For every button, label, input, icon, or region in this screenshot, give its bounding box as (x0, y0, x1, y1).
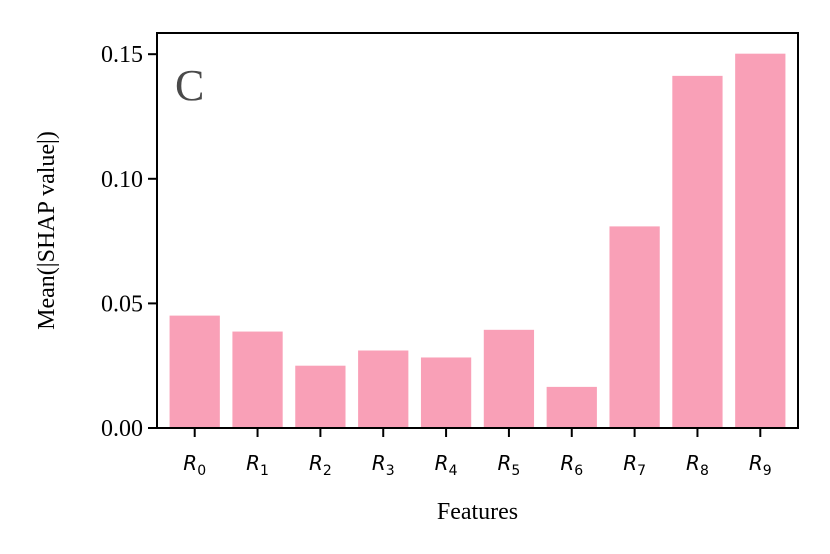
y-tick-label: 0.15 (101, 42, 143, 68)
x-tick-label-R5: R5 (498, 451, 521, 479)
bar-R7 (609, 226, 660, 428)
y-tick-label: 0.10 (101, 167, 143, 193)
y-tick-label: 0.05 (101, 291, 143, 317)
bar-R1 (232, 331, 283, 428)
bar-R5 (483, 329, 535, 428)
bar-R8 (672, 75, 723, 429)
x-tick-label-R8: R8 (686, 451, 709, 479)
bar-R9 (735, 53, 786, 429)
x-tick-label-R7: R7 (623, 451, 646, 479)
x-tick-label-R2: R2 (309, 451, 332, 479)
plot-frame (156, 32, 799, 429)
bars-group (169, 53, 786, 429)
bar-R6 (546, 386, 597, 428)
x-tick-label-R3: R3 (372, 451, 395, 479)
panel-label: C (175, 61, 204, 110)
bar-R2 (295, 365, 346, 428)
y-axis-title: Mean(|SHAP value|) (34, 131, 60, 330)
x-axis-title: Features (437, 499, 518, 525)
bar-R4 (420, 357, 472, 428)
x-tick-label-R1: R1 (246, 451, 269, 479)
x-tick-label-R9: R9 (749, 451, 772, 479)
bar-R0 (169, 315, 220, 428)
y-tick-label: 0.00 (101, 416, 143, 442)
x-tick-label-R0: R0 (183, 451, 206, 479)
x-axis: R0 R1 R2 R3 R4 R5 R6 R7 R8 R9 (183, 428, 772, 479)
y-axis: 0.00 0.05 0.10 0.15 (101, 42, 157, 442)
x-tick-label-R6: R6 (560, 451, 583, 479)
bar-R3 (358, 350, 409, 428)
x-tick-label-R4: R4 (435, 451, 458, 479)
